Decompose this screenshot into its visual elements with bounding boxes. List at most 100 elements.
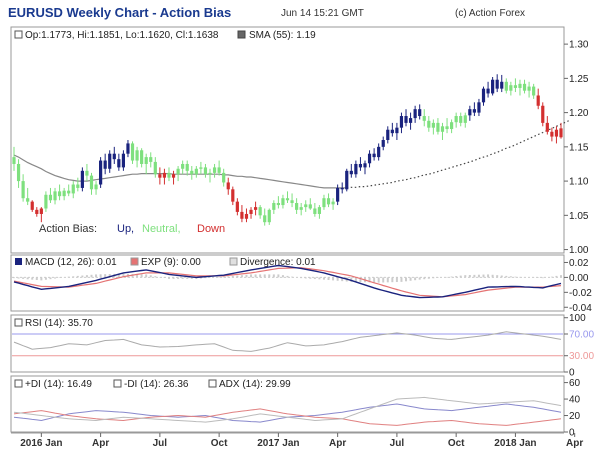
candle-body: [53, 191, 57, 201]
candle-body: [477, 102, 481, 113]
candle-body: [408, 118, 413, 123]
candle-body: [267, 209, 271, 223]
candle-body: [135, 150, 139, 161]
candle-body: [126, 143, 130, 154]
x-tick-label: Apr: [92, 438, 109, 449]
candle-body: [500, 81, 504, 89]
rsi-ytick-label: 0: [569, 368, 575, 379]
candle-body: [427, 120, 431, 128]
plus-di-legend-swatch: [14, 379, 23, 388]
bias-label: Action Bias:: [39, 223, 97, 235]
candle-body: [108, 153, 112, 169]
macd-line: [13, 264, 562, 299]
x-tick-label: Apr: [329, 438, 346, 449]
rsi-panel: [10, 314, 565, 373]
candle-body: [322, 198, 326, 208]
candle-body: [559, 128, 563, 138]
dmi-plot: [13, 396, 562, 426]
x-tick-label: Jul: [390, 438, 405, 449]
price-panel: [10, 26, 565, 254]
candle-body: [399, 116, 404, 128]
candle-body: [226, 182, 230, 190]
ohlc-legend: Op:1.1773, Hi:1.1851, Lo:1.1620, Cl:1.16…: [25, 30, 219, 41]
candle-body: [386, 129, 390, 140]
candle-body: [199, 167, 203, 169]
candle-body: [212, 167, 217, 173]
candle-body: [217, 167, 221, 173]
candle-body: [513, 85, 518, 88]
candle-body: [326, 198, 331, 205]
x-tick-label: Jul: [153, 438, 168, 449]
candle-body: [372, 153, 376, 158]
candle-body: [299, 207, 303, 210]
x-tick-label: 2018 Jan: [494, 438, 536, 449]
exp-line: [13, 267, 562, 298]
candle-body: [527, 86, 531, 91]
exp-legend: EXP (9): 0.00: [141, 257, 201, 268]
candle-body: [203, 167, 208, 175]
macd-ytick-label: 0.02: [569, 258, 589, 269]
price-ytick-label: 1.15: [569, 142, 589, 153]
candle-body: [158, 174, 162, 178]
candle-body: [304, 204, 308, 208]
candle-body: [48, 194, 53, 201]
candle-body: [472, 109, 476, 113]
candle-body: [240, 211, 244, 219]
sma-line: [13, 154, 347, 189]
macd-plot: [12, 264, 563, 299]
candle-body: [545, 122, 549, 132]
rsi-legend: RSI (14): 35.70: [25, 318, 93, 329]
candle-body: [26, 198, 30, 202]
macd-legend-swatch: [15, 258, 22, 265]
candle-body: [509, 85, 513, 91]
candle-body: [377, 146, 381, 158]
candle-body: [39, 208, 43, 214]
candle-body: [35, 209, 39, 214]
candle-body: [99, 160, 103, 185]
rsi-legend-swatch: [14, 318, 23, 327]
candle-body: [89, 175, 94, 190]
adx-legend-swatch: [208, 379, 217, 388]
candle-body: [290, 200, 294, 204]
candle-body: [541, 105, 545, 123]
candle-body: [281, 198, 285, 206]
candle-body: [454, 116, 458, 123]
price-ytick-label: 1.20: [569, 108, 589, 119]
price-ytick-label: 1.05: [569, 211, 589, 222]
candle-body: [208, 172, 212, 175]
candle-body: [349, 170, 353, 175]
candle-body: [144, 157, 148, 164]
dmi-ytick-label: 20: [569, 411, 581, 422]
candle-body: [103, 160, 107, 169]
candle-body: [249, 209, 253, 214]
candle-body: [413, 109, 417, 119]
candle-body: [363, 163, 367, 168]
candle-body: [468, 109, 472, 116]
candle-body: [71, 184, 75, 194]
candle-body: [276, 203, 280, 206]
candle-body: [295, 203, 299, 210]
rsi-ytick-label: 100: [569, 313, 586, 324]
candle-body: [331, 201, 335, 205]
candle-body: [481, 88, 486, 103]
candle-body: [436, 122, 440, 132]
minus-di-legend-swatch: [113, 379, 122, 388]
candle-body: [67, 190, 71, 194]
candle-body: [258, 207, 262, 216]
candle-body: [62, 190, 66, 197]
candle-body: [253, 207, 258, 210]
candle-body: [76, 184, 80, 188]
sma-line-projection: [346, 119, 571, 189]
candle-body: [94, 184, 98, 190]
candle-body: [185, 163, 189, 171]
candle-body: [354, 163, 358, 175]
rsi-ytick-label: 70.00: [569, 330, 594, 341]
candle-body: [308, 204, 312, 209]
candle-body: [231, 189, 235, 202]
candle-body: [550, 131, 554, 137]
dmi-ytick-label: 60: [569, 378, 581, 389]
adx-line: [13, 396, 562, 423]
minus-di-legend: -DI (14): 26.36: [124, 379, 189, 390]
bias-down: Down: [197, 223, 225, 235]
candle-body: [130, 143, 135, 161]
